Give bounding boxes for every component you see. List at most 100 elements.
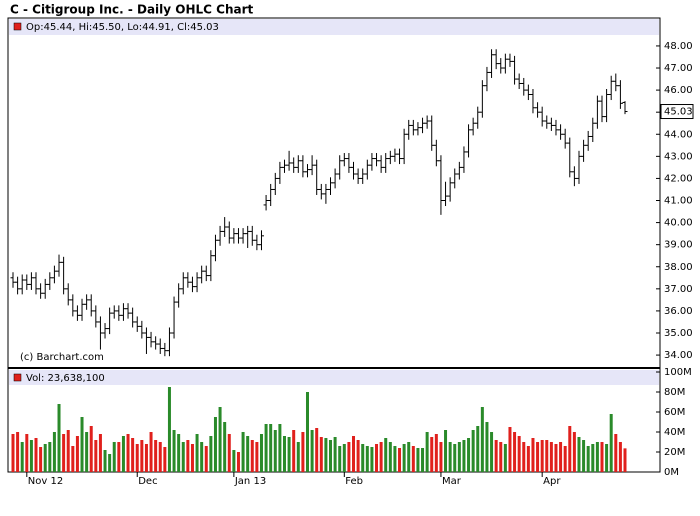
- volume-bar: [531, 438, 535, 472]
- y-tick-label: 39.00: [664, 240, 693, 251]
- y2-tick-label: 40M: [664, 427, 685, 438]
- volume-bar: [324, 438, 328, 472]
- volume-bar: [522, 442, 526, 472]
- volume-bar: [255, 442, 259, 472]
- y2-tick-label: 0M: [664, 467, 679, 478]
- volume-bar: [600, 442, 604, 472]
- volume-bar: [71, 446, 75, 472]
- volume-bar: [605, 444, 609, 472]
- volume-bar: [370, 447, 374, 472]
- volume-bar: [144, 444, 148, 472]
- volume-bar: [494, 440, 498, 472]
- volume-bar: [356, 440, 360, 472]
- volume-legend-text: Vol: 23,638,100: [26, 373, 105, 384]
- volume-bar: [80, 417, 84, 472]
- volume-bar: [121, 436, 125, 472]
- volume-bar: [273, 430, 277, 472]
- volume-bar: [342, 444, 346, 472]
- volume-bar: [591, 444, 595, 472]
- volume-bar: [388, 442, 392, 472]
- y2-tick-label: 80M: [664, 387, 685, 398]
- frame: [7, 17, 661, 473]
- volume-bar: [618, 442, 622, 472]
- legend-text: Op:45.44, Hi:45.50, Lo:44.91, Cl:45.03: [26, 22, 219, 33]
- legend-marker: [13, 22, 22, 31]
- volume-bar: [29, 440, 33, 472]
- volume-bar: [503, 444, 507, 472]
- y-tick-label: 35.00: [664, 328, 693, 339]
- volume-bar: [62, 434, 66, 472]
- volume-bar: [172, 430, 176, 472]
- volume-bar: [421, 448, 425, 472]
- volume-bar: [292, 430, 296, 472]
- volume-bar: [614, 434, 618, 472]
- y2-tick-label: 60M: [664, 407, 685, 418]
- y-tick-label: 43.00: [664, 151, 693, 162]
- volume-bar: [112, 442, 116, 472]
- volume-bar: [236, 452, 240, 472]
- volume-bar: [407, 442, 411, 472]
- volume-bar: [52, 432, 56, 472]
- volume-bar: [25, 434, 29, 472]
- volume-bar: [517, 436, 521, 472]
- volume-bar: [75, 436, 79, 472]
- volume-bar: [434, 434, 438, 472]
- volume-bar: [282, 436, 286, 472]
- volume-bar: [319, 437, 323, 472]
- volume-bar: [213, 417, 217, 472]
- volume-bar: [181, 442, 185, 472]
- volume-bar: [499, 442, 503, 472]
- volume-bar: [476, 426, 480, 472]
- volume-bar: [485, 422, 489, 472]
- volume-bar: [167, 387, 171, 472]
- volume-bar: [623, 448, 627, 472]
- volume-bar: [425, 432, 429, 472]
- volume-bar: [545, 440, 549, 472]
- volume-bar: [200, 442, 204, 472]
- y-tick-label: 40.00: [664, 218, 693, 229]
- volume-bar: [250, 440, 254, 472]
- volume-bar: [149, 432, 153, 472]
- volume-bar: [444, 430, 448, 472]
- x-tick-label: Jan 13: [234, 476, 266, 487]
- volume-bar: [131, 438, 135, 472]
- volume-bar: [135, 444, 139, 472]
- volume-bar: [190, 444, 194, 472]
- volume-bar: [301, 432, 305, 472]
- legend-strip: [9, 19, 659, 35]
- volume-bar: [223, 422, 227, 472]
- volume-bar: [457, 442, 461, 472]
- volume-bar: [352, 436, 356, 472]
- volume-bar: [526, 446, 530, 472]
- volume-bar: [209, 436, 213, 472]
- volume-bar: [430, 437, 434, 472]
- y-tick-label: 36.00: [664, 306, 693, 317]
- volume-bar: [48, 442, 52, 472]
- volume-bar: [559, 442, 563, 472]
- volume-bar: [416, 448, 420, 472]
- x-tick-label: Nov 12: [28, 476, 63, 487]
- volume-bar: [572, 432, 576, 472]
- volume-bar: [305, 392, 309, 472]
- volume-bar: [365, 446, 369, 472]
- volume-bar: [582, 440, 586, 472]
- volume-bar: [57, 404, 61, 472]
- volume-bar: [315, 428, 319, 472]
- volume-bar: [411, 446, 415, 472]
- volume-bar: [246, 436, 250, 472]
- y-tick-label: 48.00: [664, 41, 693, 52]
- volume-bar: [439, 442, 443, 472]
- volume-bar: [467, 438, 471, 472]
- volume-bar: [375, 444, 379, 472]
- chart-title: C - Citigroup Inc. - Daily OHLC Chart: [10, 3, 254, 17]
- volume-bar: [227, 434, 231, 472]
- volume-bar: [186, 440, 190, 472]
- volume-bar: [117, 442, 121, 472]
- y-tick-label: 37.00: [664, 284, 693, 295]
- y-tick-label: 41.00: [664, 196, 693, 207]
- volume-bar: [39, 447, 43, 472]
- volume-bar: [85, 432, 89, 472]
- volume-bar: [108, 454, 112, 472]
- volume-bar: [177, 434, 181, 472]
